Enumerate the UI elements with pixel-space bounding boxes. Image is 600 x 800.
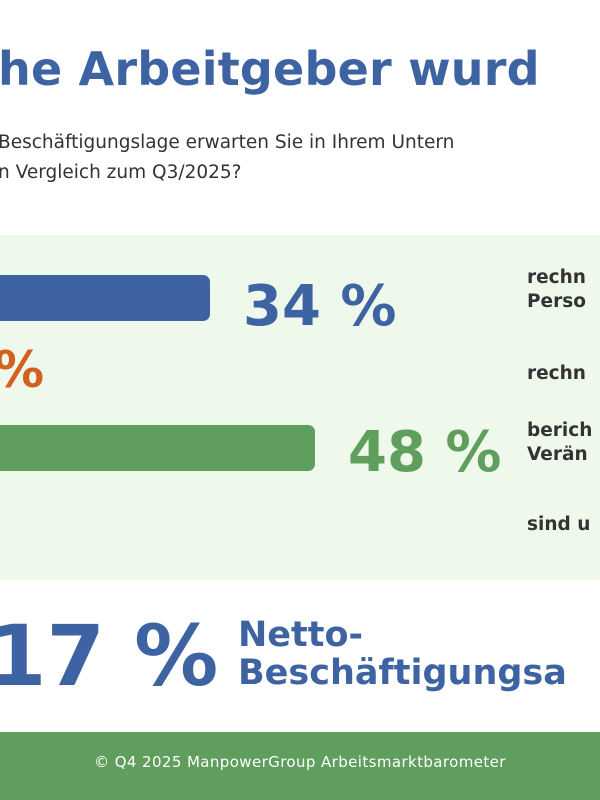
value-label-no-change: 48 % xyxy=(348,420,502,485)
bar-chart: 34 % % 48 % rechn Perso rechn berich Ver… xyxy=(0,235,600,580)
net-employment-value: 17 % xyxy=(0,607,219,705)
net-employment-label: Netto- Beschäftigungsa xyxy=(238,615,567,693)
bar-increase xyxy=(0,275,210,321)
page-title: he Arbeitgeber wurd xyxy=(0,42,540,96)
survey-question: Beschäftigungslage erwarten Sie in Ihrem… xyxy=(0,132,455,183)
bar-chart-bars xyxy=(0,275,315,471)
footer-copyright: © Q4 2025 ManpowerGroup Arbeitsmarktbaro… xyxy=(0,732,600,800)
category-label-unsure: sind u xyxy=(527,514,591,535)
bar-no-change xyxy=(0,425,315,471)
category-label-decrease: rechn xyxy=(527,363,586,384)
value-label-decrease: % xyxy=(0,345,44,395)
value-label-increase: 34 % xyxy=(243,274,397,339)
category-label-no-change: berich Verän xyxy=(527,420,593,465)
category-label-increase: rechn Perso xyxy=(527,267,586,312)
